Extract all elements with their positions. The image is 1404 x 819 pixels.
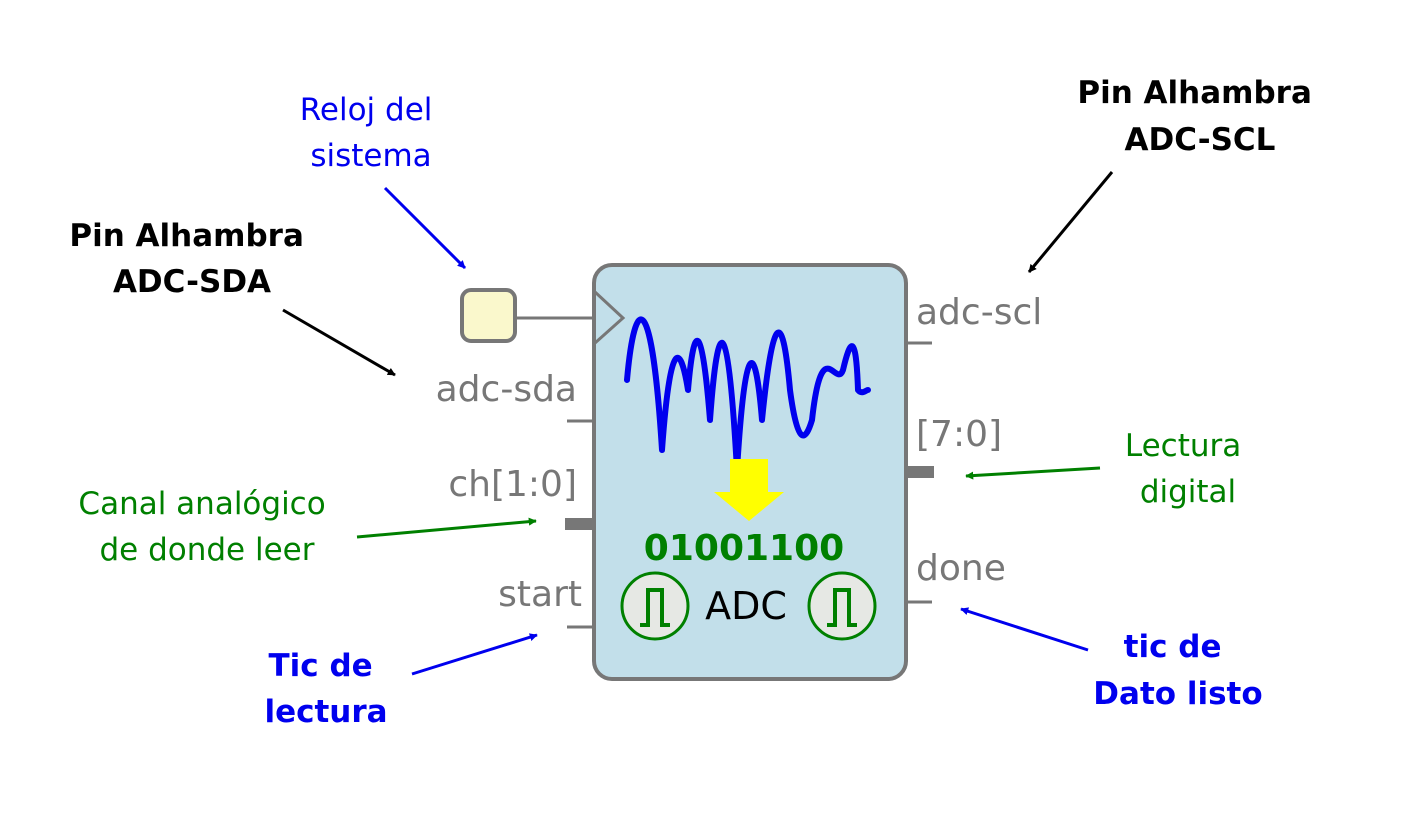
arrow-channel (356, 517, 537, 539)
port-label-data: [7:0] (916, 414, 1002, 455)
annotation-scl-pin: Pin Alhambra ADC-SCL (1077, 75, 1322, 158)
binary-value: 01001100 (644, 528, 844, 569)
arrow-read-tick (411, 633, 538, 676)
block-title: ADC (705, 584, 787, 628)
port-label-adc-sda: adc-sda (436, 369, 577, 410)
annotation-digital-read: Lectura digital (1125, 428, 1251, 510)
annotation-data-ready: tic de Dato listo (1093, 629, 1262, 712)
port-label-ch: ch[1:0] (448, 464, 577, 505)
port-label-adc-scl: adc-scl (916, 292, 1042, 333)
arrow-sda-pin (282, 308, 396, 377)
down-arrow-icon (714, 459, 784, 521)
annotation-read-tick: Tic de lectura (264, 648, 387, 730)
arrow-digital-read (965, 466, 1101, 480)
clock-input-box (460, 288, 517, 343)
port-label-start: start (498, 574, 582, 615)
clock-triangle-icon (593, 290, 626, 345)
arrow-clock (383, 186, 467, 270)
pulse-icon-left (620, 571, 690, 641)
arrow-data-ready (960, 607, 1089, 652)
annotation-channel: Canal analógico de donde leer (78, 486, 335, 568)
annotation-sda-pin: Pin Alhambra ADC-SDA (69, 218, 314, 300)
sine-wave-icon (624, 316, 871, 473)
pulse-icon-right (807, 571, 877, 641)
port-label-done: done (916, 548, 1006, 589)
arrow-scl-pin (1027, 171, 1114, 273)
annotation-clock: Reloj del sistema (300, 92, 443, 174)
